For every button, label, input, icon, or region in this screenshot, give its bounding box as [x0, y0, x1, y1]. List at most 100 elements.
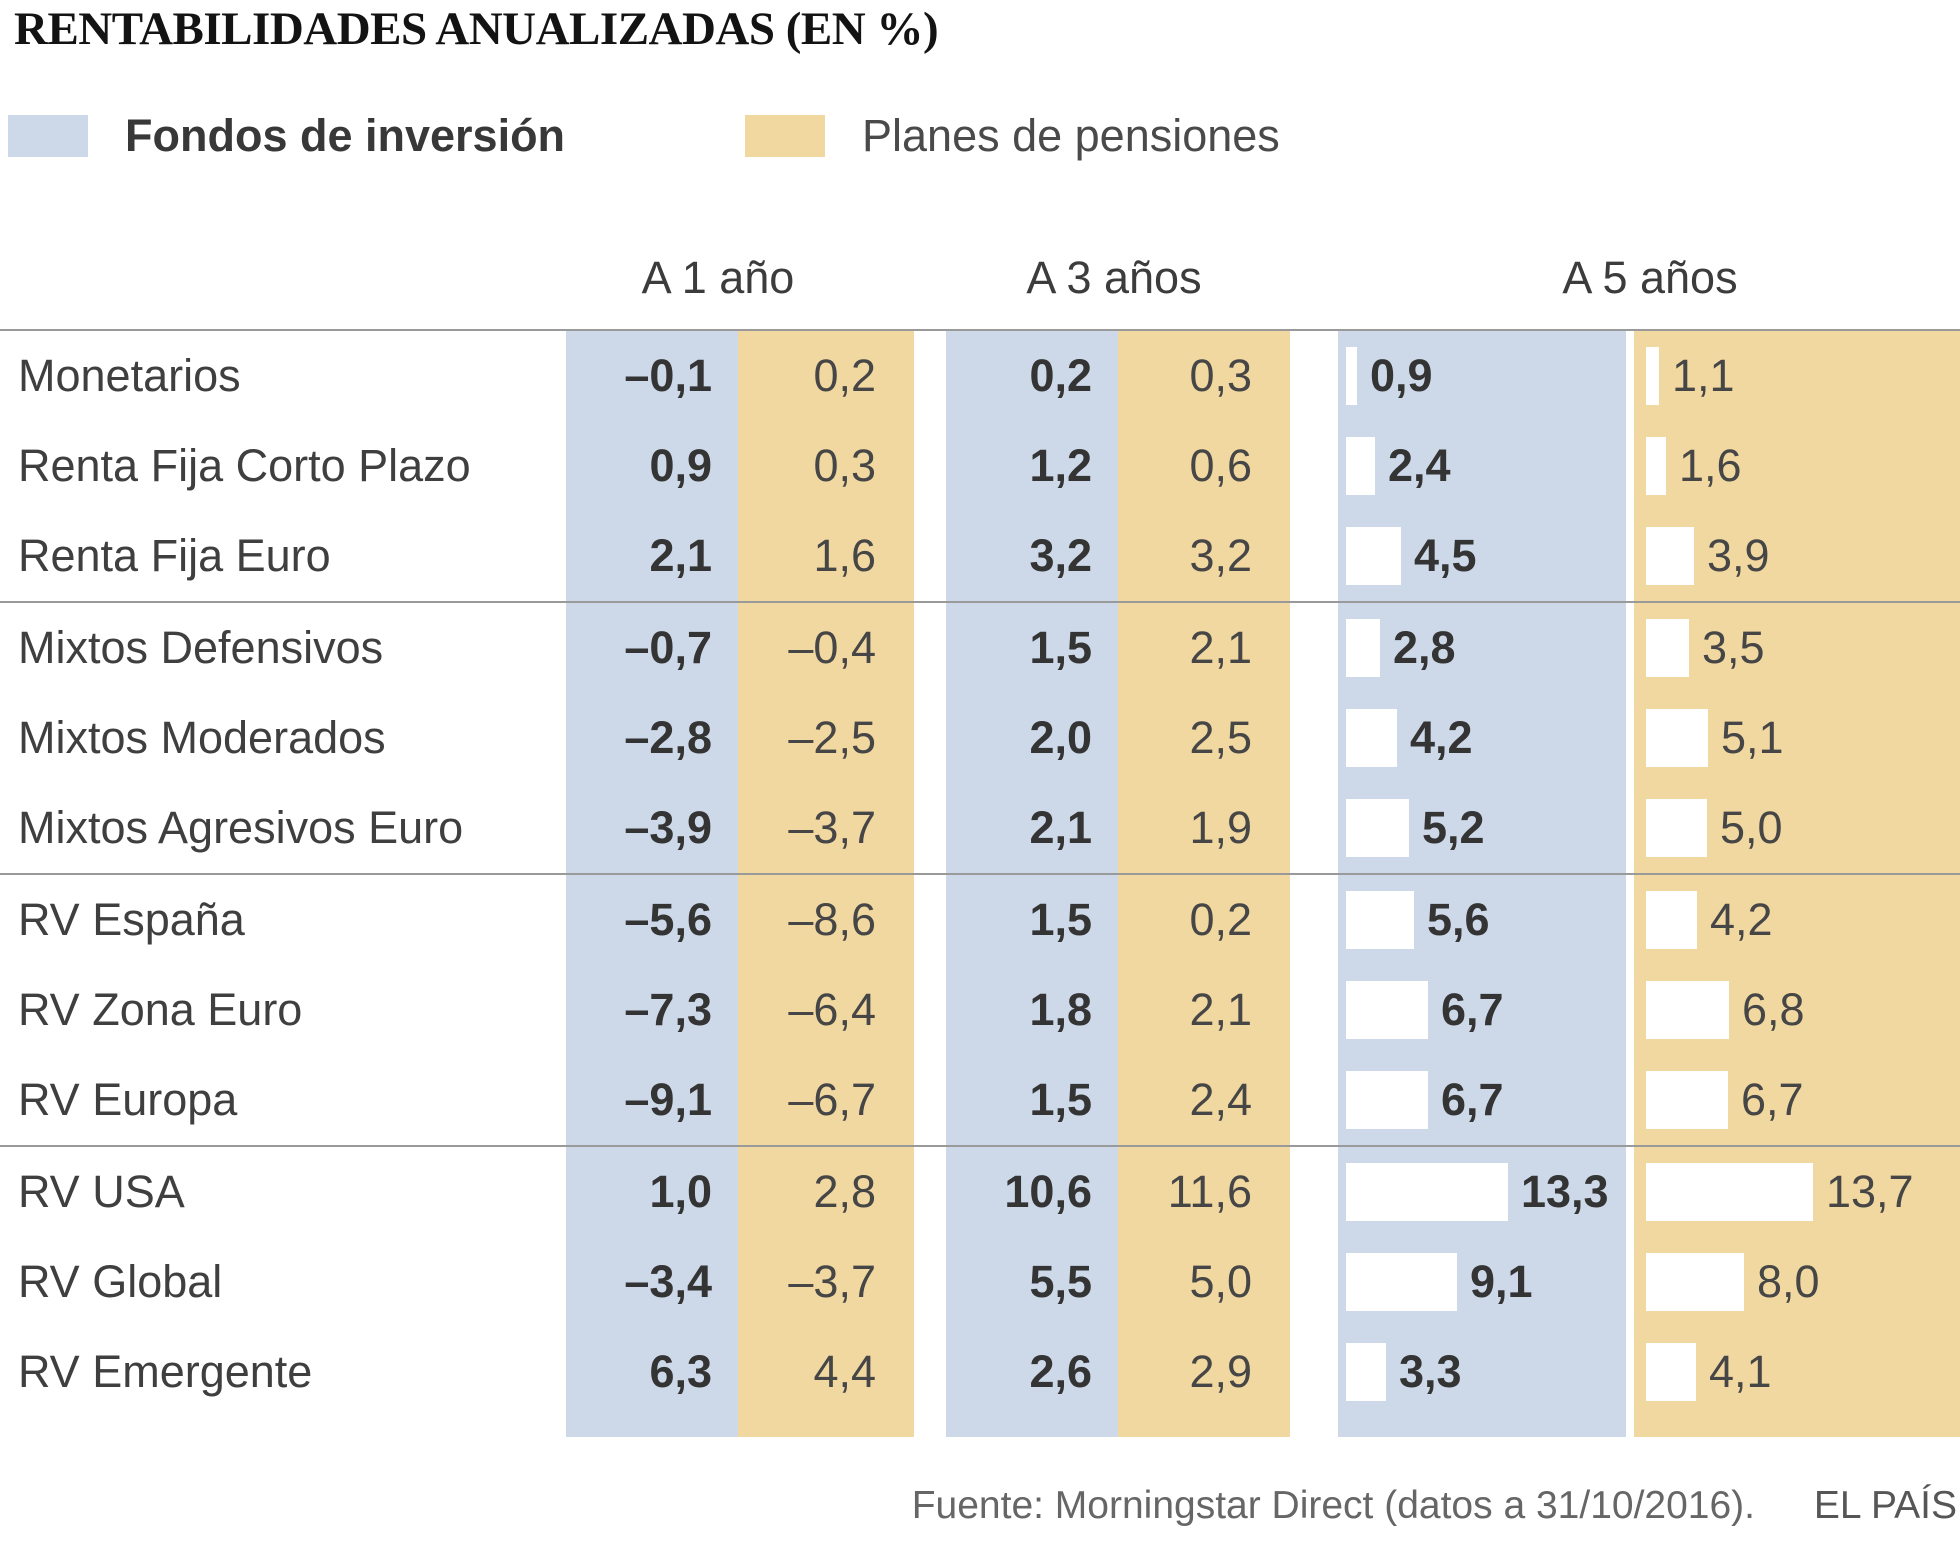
column-gap — [1626, 1327, 1634, 1417]
fondos-5y-value: 9,1 — [1470, 1256, 1533, 1307]
column-gap — [1626, 603, 1634, 693]
fondos-color-swatch — [8, 115, 88, 157]
cell-5y-fondos: 6,7 — [1338, 965, 1626, 1055]
planes-5y-value: 5,0 — [1720, 802, 1783, 853]
row-label: RV Global — [18, 1256, 223, 1307]
cell-5y-planes — [1634, 1417, 1960, 1437]
page-title: RENTABILIDADES ANUALIZADAS (EN %) — [14, 3, 939, 55]
cell-5y-fondos: 3,3 — [1338, 1327, 1626, 1417]
planes-5y-bar — [1646, 1253, 1744, 1311]
cell-3y-planes: 0,6 — [1118, 421, 1290, 511]
column-gap — [1290, 1147, 1338, 1237]
planes-5y-value: 4,2 — [1710, 894, 1773, 945]
column-gap — [914, 1147, 946, 1237]
column-gap — [914, 965, 946, 1055]
cell-1y-fondos: –3,9 — [566, 783, 738, 873]
fondos-5y-bar — [1346, 1253, 1457, 1311]
column-gap — [914, 421, 946, 511]
cell-3y-fondos: 2,6 — [946, 1327, 1118, 1417]
fondos-5y-value: 6,7 — [1441, 1074, 1504, 1125]
column-gap — [1626, 1237, 1634, 1327]
column-gap — [1290, 1055, 1338, 1145]
cell-1y-planes: 2,8 — [738, 1147, 914, 1237]
fondos-5y-value: 0,9 — [1370, 350, 1433, 401]
table-row: Mixtos Moderados –2,8 –2,5 2,0 2,5 4,2 5… — [0, 693, 1960, 783]
cell-1y-fondos: –0,1 — [566, 331, 738, 421]
annualized-returns-table: Monetarios –0,1 0,2 0,2 0,3 0,9 1,1 Rent… — [0, 329, 1960, 1437]
cell-3y-planes: 1,9 — [1118, 783, 1290, 873]
row-label: Mixtos Moderados — [18, 712, 386, 763]
cell-1y-planes: –3,7 — [738, 1237, 914, 1327]
fondos-5y-value: 6,7 — [1441, 984, 1504, 1035]
source-note: Fuente: Morningstar Direct (datos a 31/1… — [911, 1484, 1755, 1527]
row-label: RV USA — [18, 1166, 185, 1217]
column-gap — [1626, 965, 1634, 1055]
column-gap — [914, 1417, 946, 1437]
table-row: RV Emergente 6,3 4,4 2,6 2,9 3,3 4,1 — [0, 1327, 1960, 1417]
cell-5y-fondos: 13,3 — [1338, 1147, 1626, 1237]
cell-5y-planes: 8,0 — [1634, 1237, 1960, 1327]
column-gap — [1290, 1237, 1338, 1327]
cell-5y-planes: 1,1 — [1634, 331, 1960, 421]
cell-5y-fondos: 5,2 — [1338, 783, 1626, 873]
planes-5y-bar — [1646, 799, 1707, 857]
cell-5y-planes: 6,8 — [1634, 965, 1960, 1055]
planes-5y-value: 6,7 — [1741, 1074, 1804, 1125]
column-header-1y: A 1 año — [641, 252, 795, 303]
fondos-5y-bar — [1346, 347, 1357, 405]
cell-3y-fondos: 1,2 — [946, 421, 1118, 511]
cell-3y-fondos: 1,5 — [946, 875, 1118, 965]
table-row: RV Zona Euro –7,3 –6,4 1,8 2,1 6,7 6,8 — [0, 965, 1960, 1055]
cell-3y-planes — [1118, 1417, 1290, 1437]
fondos-5y-bar — [1346, 619, 1380, 677]
cell-5y-fondos: 5,6 — [1338, 875, 1626, 965]
cell-5y-planes: 5,0 — [1634, 783, 1960, 873]
column-gap — [1290, 965, 1338, 1055]
row-label: RV Zona Euro — [18, 984, 303, 1035]
fondos-5y-value: 13,3 — [1521, 1166, 1609, 1217]
table-row: RV USA 1,0 2,8 10,6 11,6 13,3 13,7 — [0, 1145, 1960, 1237]
column-gap — [1626, 693, 1634, 783]
cell-3y-fondos: 1,8 — [946, 965, 1118, 1055]
fondos-5y-bar — [1346, 1163, 1508, 1221]
column-gap — [1290, 1327, 1338, 1417]
cell-5y-planes: 5,1 — [1634, 693, 1960, 783]
column-gap — [1626, 1417, 1634, 1437]
column-gap — [914, 783, 946, 873]
fondos-5y-value: 2,8 — [1393, 622, 1456, 673]
cell-3y-fondos: 1,5 — [946, 603, 1118, 693]
cell-1y-planes: –0,4 — [738, 603, 914, 693]
cell-5y-planes: 13,7 — [1634, 1147, 1960, 1237]
planes-5y-value: 8,0 — [1757, 1256, 1820, 1307]
cell-3y-planes: 3,2 — [1118, 511, 1290, 601]
cell-1y-fondos — [566, 1417, 738, 1437]
cell-3y-fondos — [946, 1417, 1118, 1437]
row-label — [0, 1417, 566, 1437]
column-gap — [1626, 875, 1634, 965]
planes-5y-value: 4,1 — [1709, 1346, 1772, 1397]
column-gap — [1290, 1417, 1338, 1437]
publisher-credit: EL PAÍS — [1813, 1484, 1957, 1527]
cell-3y-fondos: 2,0 — [946, 693, 1118, 783]
cell-1y-planes: 1,6 — [738, 511, 914, 601]
table-row: RV España –5,6 –8,6 1,5 0,2 5,6 4,2 — [0, 873, 1960, 965]
column-gap — [1290, 511, 1338, 601]
row-label: Monetarios — [18, 350, 241, 401]
table-row: Mixtos Agresivos Euro –3,9 –3,7 2,1 1,9 … — [0, 783, 1960, 873]
planes-5y-value: 6,8 — [1742, 984, 1805, 1035]
cell-1y-planes: 0,3 — [738, 421, 914, 511]
planes-5y-bar — [1646, 347, 1659, 405]
table-row: Renta Fija Corto Plazo 0,9 0,3 1,2 0,6 2… — [0, 421, 1960, 511]
planes-5y-bar — [1646, 891, 1697, 949]
table-row: RV Global –3,4 –3,7 5,5 5,0 9,1 8,0 — [0, 1237, 1960, 1327]
row-label: RV Emergente — [18, 1346, 313, 1397]
cell-5y-fondos: 4,2 — [1338, 693, 1626, 783]
column-header-3y: A 3 años — [1026, 252, 1202, 303]
column-gap — [914, 511, 946, 601]
cell-5y-planes: 3,5 — [1634, 603, 1960, 693]
column-gap — [1290, 875, 1338, 965]
cell-5y-planes: 3,9 — [1634, 511, 1960, 601]
planes-5y-bar — [1646, 619, 1689, 677]
legend: Fondos de inversión Planes de pensiones — [0, 110, 1960, 161]
fondos-5y-value: 5,2 — [1422, 802, 1485, 853]
